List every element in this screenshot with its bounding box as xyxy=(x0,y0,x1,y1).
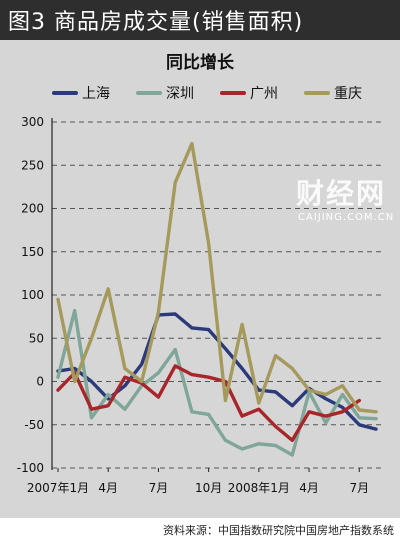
figure-title: 图3 商品房成交量(销售面积) xyxy=(8,10,304,35)
x-tick-label: 2007年1月 xyxy=(27,481,89,495)
watermark-logo: 财经网 xyxy=(296,177,387,210)
legend-item-chongqing: 重庆 xyxy=(304,82,362,104)
legend-label-chongqing: 重庆 xyxy=(334,86,362,102)
legend-label-shanghai: 上海 xyxy=(82,86,110,102)
figure-title-bar: 图3 商品房成交量(销售面积) xyxy=(0,0,400,40)
legend-label-shenzhen: 深圳 xyxy=(166,86,194,102)
source-note: 资料来源：中国指数研究院中国房地产指数系统 xyxy=(163,524,394,537)
legend-item-shenzhen: 深圳 xyxy=(136,82,194,104)
series-line-3 xyxy=(56,141,378,414)
watermark: 财经网 CAIJING.COM.CN xyxy=(296,172,396,223)
y-tick-label: -100 xyxy=(17,461,44,475)
x-tick-label: 10月 xyxy=(195,481,222,495)
x-tick-label: 7月 xyxy=(349,481,369,495)
y-tick-label: 200 xyxy=(21,202,44,216)
y-tick-label: 100 xyxy=(21,288,44,302)
legend-label-guangzhou: 广州 xyxy=(250,86,278,102)
chart-title: 同比增长 xyxy=(166,53,234,73)
y-tick-label: 250 xyxy=(21,158,44,172)
y-tick-label: 50 xyxy=(29,331,44,345)
y-tick-label: 150 xyxy=(21,245,44,259)
legend-swatch-chongqing xyxy=(304,91,330,95)
series-line-2 xyxy=(56,364,361,442)
y-tick-label: -50 xyxy=(24,418,44,432)
legend-swatch-shanghai xyxy=(52,91,78,95)
x-tick-label: 7月 xyxy=(149,481,169,495)
legend-swatch-guangzhou xyxy=(220,91,246,95)
series-line-1 xyxy=(56,308,378,457)
line-chart: 300 250 200 150 100 50 0 -50 -100 2007年1月 4月 7月 10月 2… xyxy=(17,115,382,495)
chart-legend: 上海 深圳 广州 重庆 xyxy=(0,82,400,104)
watermark-url: CAIJING.COM.CN xyxy=(298,212,395,223)
x-tick-label: 4月 xyxy=(299,481,319,495)
legend-swatch-shenzhen xyxy=(136,91,162,95)
x-tick-label: 4月 xyxy=(98,481,118,495)
chart-panel: 同比增长 上海 深圳 广州 重庆 300 250 200 150 100 50 0 -50 -1… xyxy=(0,40,400,518)
x-tick-label: 2008年1月 xyxy=(228,481,290,495)
y-tick-label: 300 xyxy=(21,115,44,129)
legend-item-guangzhou: 广州 xyxy=(220,82,278,104)
legend-item-shanghai: 上海 xyxy=(52,82,110,104)
y-tick-label: 0 xyxy=(36,375,44,389)
